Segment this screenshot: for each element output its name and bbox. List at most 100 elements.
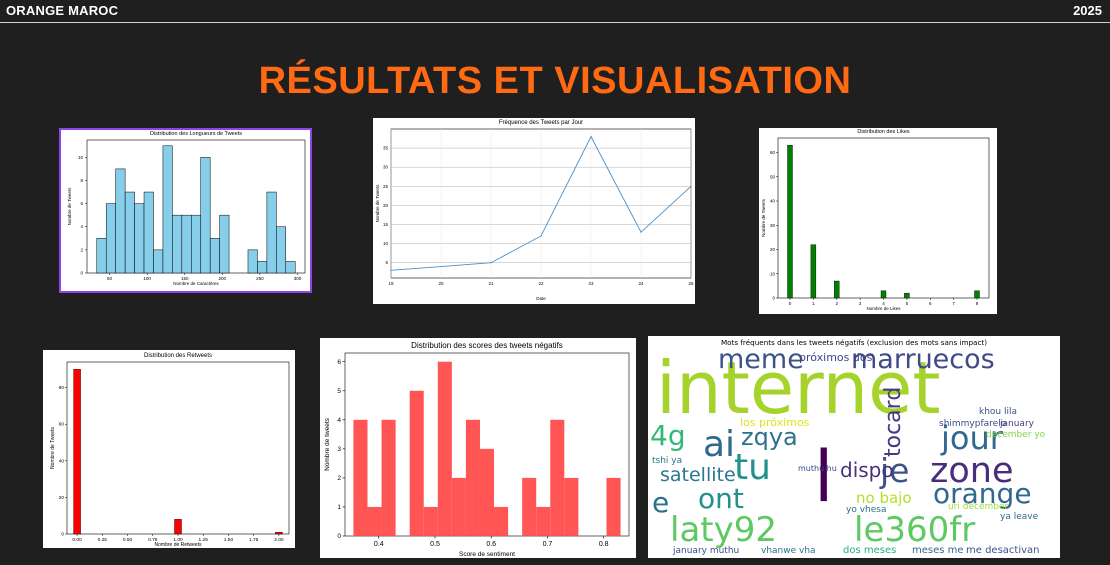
histogram-bar (153, 249, 164, 274)
chart-retweets: Distribution des Retweets Nombre de Retwe… (50, 353, 290, 548)
y-tick-label: 0 (80, 271, 83, 276)
y-axis-label: Nombre de tweets (324, 417, 331, 470)
wordcloud-word: próximos dos (799, 351, 873, 364)
histogram-bar (409, 390, 424, 536)
histogram-bar (564, 477, 579, 536)
chart-sentiment-panel[interactable]: Distribution des scores des tweets négat… (320, 338, 636, 558)
x-tick-label: 1.50 (224, 537, 234, 543)
wordcloud: Mots fréquents dans les tweets négatifs … (650, 338, 1046, 556)
chart-retweets-panel[interactable]: Distribution des Retweets Nombre de Retwe… (43, 350, 295, 548)
y-tick-label: 2 (337, 475, 341, 482)
chart-frequency-panel[interactable]: Fréquence des Tweets par Jour Date Nombre … (373, 118, 695, 304)
chart-likes-panel[interactable]: Distribution des Likes Nombre de Likes Nom… (759, 128, 997, 314)
histogram-bar (381, 419, 396, 536)
histogram-bar (257, 261, 268, 274)
y-tick-label: 80 (59, 385, 65, 391)
wordcloud-word: december yo (986, 430, 1046, 440)
x-tick-label: 23 (588, 281, 594, 286)
wordcloud-word: january (999, 419, 1035, 429)
x-tick-label: 7 (952, 301, 955, 306)
y-tick-label: 50 (770, 174, 776, 179)
x-tick-label: 6 (929, 301, 932, 306)
wordcloud-word: je (879, 451, 909, 490)
bar (880, 290, 887, 299)
x-tick-label: 0 (789, 301, 792, 306)
y-axis-label: Nombre de Tweets (761, 198, 766, 236)
x-tick-label: 0.5 (430, 541, 440, 548)
wordcloud-panel[interactable]: Mots fréquents dans les tweets négatifs … (648, 336, 1060, 558)
bar (275, 531, 283, 535)
wordcloud-word: zqya (741, 423, 798, 451)
histogram-bar (423, 506, 438, 536)
x-tick-label: 0.00 (72, 537, 82, 543)
x-tick-label: 0.7 (543, 541, 553, 548)
histogram-bar (200, 157, 211, 274)
bar (974, 290, 980, 299)
plot-frame (777, 137, 990, 299)
chart-lengths-panel[interactable]: Distribution des Longueurs de Tweets Nomb… (59, 128, 312, 293)
y-tick-label: 40 (770, 199, 776, 204)
y-tick-label: 5 (337, 388, 341, 395)
wordcloud-word: zone (930, 451, 1014, 491)
chart-title: Distribution des Likes (857, 129, 910, 135)
wordcloud-word: no bajo (856, 489, 912, 507)
x-axis-label: Nombre de Retweets (155, 542, 202, 548)
histogram-bar (124, 191, 135, 274)
bar (834, 280, 840, 299)
data-point (390, 269, 392, 271)
y-tick-label: 10 (78, 155, 84, 160)
wordcloud-word: dispo (840, 458, 894, 482)
histogram-bar (115, 168, 126, 274)
wordcloud-word: muthu hu (798, 464, 837, 473)
wordcloud-word: meme (718, 344, 804, 375)
wordcloud-word: ont (698, 482, 744, 515)
y-tick-label: 2 (80, 247, 83, 252)
x-tick-label: 250 (256, 276, 264, 281)
x-tick-label: 300 (294, 276, 302, 281)
histogram-bar (96, 238, 107, 274)
data-point (590, 136, 592, 138)
bar (787, 145, 793, 299)
histogram-bar (181, 214, 192, 274)
y-tick-label: 0 (772, 296, 775, 301)
histogram-bar (285, 261, 296, 274)
x-tick-label: 4 (882, 301, 885, 306)
histogram-bar (143, 191, 154, 274)
bar (810, 244, 817, 299)
x-axis-label: Date (536, 296, 546, 301)
y-tick-label: 4 (337, 417, 341, 424)
header-brand: ORANGE MAROC (6, 3, 119, 18)
histogram-bar (479, 448, 495, 536)
wordcloud-word: shimmypfarelo (939, 419, 1007, 429)
x-axis-label: Nombre de Caractères (173, 281, 219, 286)
histogram-bar (353, 419, 368, 536)
wordcloud-word: khou lila (979, 407, 1017, 417)
wordcloud-word: tu (734, 447, 771, 488)
histogram-bar (465, 419, 480, 536)
histogram-bar (367, 506, 382, 536)
header-year: 2025 (1073, 3, 1102, 18)
data-point (690, 185, 692, 187)
y-tick-label: 30 (383, 165, 389, 170)
wordcloud-word: e (652, 486, 669, 519)
histogram-bar (134, 203, 145, 274)
x-tick-label: 0.8 (599, 541, 609, 548)
x-tick-label: 0.25 (98, 537, 108, 543)
x-tick-label: 0.75 (148, 537, 158, 543)
chart-frequency: Fréquence des Tweets par Jour Date Nombre … (375, 120, 694, 301)
wordcloud-word: satellite (660, 464, 736, 486)
histogram-bar (494, 506, 509, 536)
y-tick-label: 15 (383, 222, 389, 227)
y-tick-label: 0 (61, 532, 64, 538)
y-tick-label: 20 (59, 495, 65, 501)
y-tick-label: 4 (80, 224, 83, 229)
x-tick-label: 0.6 (486, 541, 496, 548)
y-tick-label: 5 (385, 260, 388, 265)
wordcloud-word: tocard (881, 387, 906, 457)
header-divider (0, 22, 1110, 23)
bar (904, 292, 910, 299)
x-tick-label: 22 (538, 281, 544, 286)
y-tick-label: 0 (337, 533, 341, 540)
x-tick-label: 5 (906, 301, 909, 306)
chart-likes: Distribution des Likes Nombre de Likes Nom… (761, 129, 990, 311)
